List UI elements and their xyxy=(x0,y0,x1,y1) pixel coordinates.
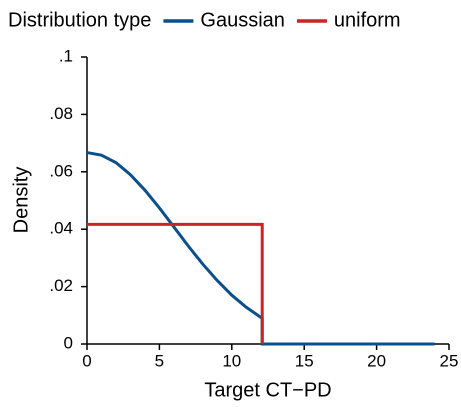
legend-title: Distribution type xyxy=(8,9,151,31)
y-tick-label: .1 xyxy=(59,46,73,65)
y-tick-label: .02 xyxy=(49,276,73,295)
y-tick-label: 0 xyxy=(64,333,73,352)
y-tick-label: .08 xyxy=(49,104,73,123)
line-series xyxy=(87,222,264,344)
x-tick-label: 20 xyxy=(367,351,386,370)
legend-label: uniform xyxy=(334,9,401,31)
x-tick-label: 15 xyxy=(295,351,314,370)
y-axis-title: Density xyxy=(10,167,32,234)
x-axis-title: Target CT−PD xyxy=(204,379,331,401)
x-tick-label: 0 xyxy=(82,351,91,370)
y-tick-label: .06 xyxy=(49,161,73,180)
y-tick-label: .04 xyxy=(49,219,73,238)
x-tick-label: 5 xyxy=(155,351,164,370)
x-tick-label: 10 xyxy=(222,351,241,370)
legend-label: Gaussian xyxy=(200,9,285,31)
x-tick-label: 25 xyxy=(440,351,459,370)
